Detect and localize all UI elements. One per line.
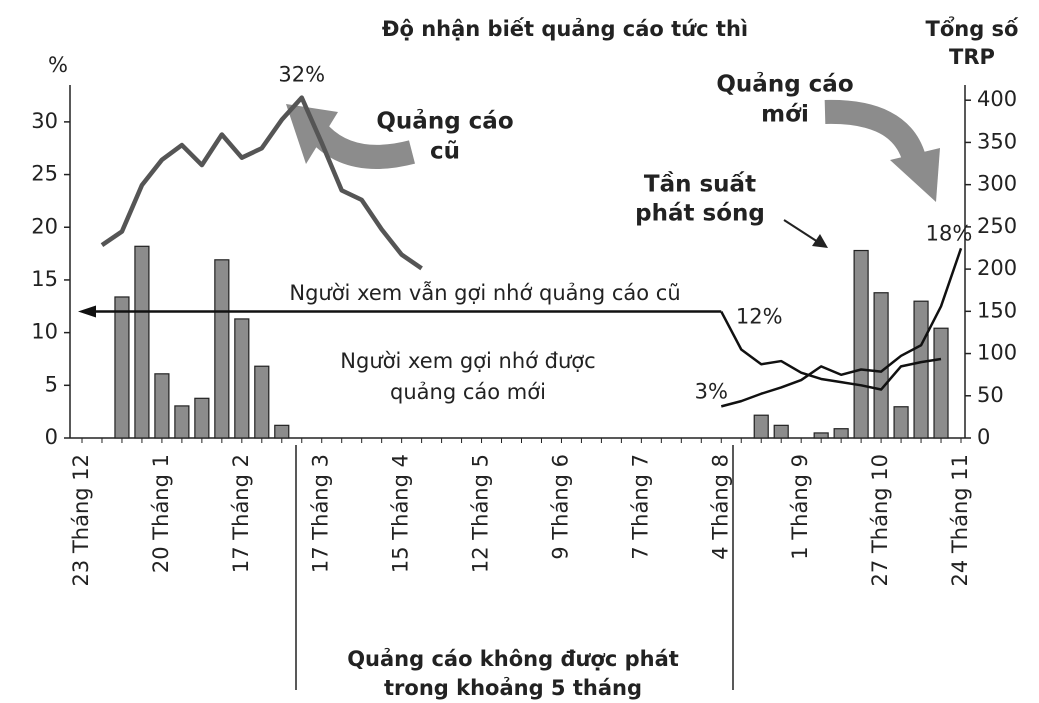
y-tick-label: 5 <box>45 372 58 396</box>
y2-tick-label: 300 <box>977 172 1017 196</box>
bar <box>913 300 929 439</box>
arrow-head <box>286 104 338 164</box>
bar <box>813 432 829 439</box>
curved-arrow <box>309 123 415 169</box>
bar <box>194 397 210 439</box>
x-tick-label: 17 Tháng 3 <box>309 454 333 573</box>
y-axis-label: % <box>48 53 68 77</box>
annotation: Quảng cáo không được phát <box>347 647 679 671</box>
level-arrow-head <box>78 305 96 318</box>
y-tick-label: 10 <box>31 320 58 344</box>
bar <box>154 373 170 439</box>
y-tick-label: 20 <box>31 214 58 238</box>
bar <box>833 428 849 439</box>
annotation: cũ <box>430 139 460 165</box>
data-label: 3% <box>695 379 728 403</box>
x-tick-label: 23 Tháng 12 <box>69 454 93 586</box>
curved-arrow <box>824 99 926 163</box>
bar <box>853 249 869 439</box>
series-label: Người xem gợi nhớ được <box>340 349 595 373</box>
y2-tick-label: 150 <box>977 298 1017 322</box>
bar <box>933 327 949 439</box>
data-label: 18% <box>926 221 973 245</box>
y-tick-label: 15 <box>31 267 58 291</box>
y2-tick-label: 100 <box>977 341 1017 365</box>
y2-tick-label: 200 <box>977 256 1017 280</box>
bar <box>174 405 190 439</box>
series-label: quảng cáo mới <box>390 380 546 404</box>
y-tick-label: 0 <box>45 425 58 449</box>
x-tick-label: 4 Tháng 8 <box>708 454 732 560</box>
x-tick-label: 12 Tháng 5 <box>469 454 493 573</box>
series-label: Người xem vẫn gợi nhớ quảng cáo cũ <box>289 280 680 305</box>
x-tick-label: 17 Tháng 2 <box>229 454 253 573</box>
x-tick-label: 24 Tháng 11 <box>948 454 972 586</box>
x-tick-label: 27 Tháng 10 <box>868 454 892 586</box>
annotation: mới <box>761 102 809 128</box>
series-label: phát sóng <box>635 201 765 227</box>
bar <box>114 296 130 439</box>
annotation: Quảng cáo <box>376 109 513 135</box>
y2-tick-label: 50 <box>977 383 1004 407</box>
x-tick-label: 1 Tháng 9 <box>788 454 812 560</box>
x-tick-label: 9 Tháng 6 <box>548 454 572 560</box>
annotation: Quảng cáo <box>716 72 853 98</box>
pointer-head <box>812 234 828 248</box>
y2-tick-label: 350 <box>977 129 1017 153</box>
data-label: 32% <box>278 63 325 87</box>
x-tick-label: 20 Tháng 1 <box>149 454 173 573</box>
bar <box>254 365 270 439</box>
data-label: 12% <box>736 305 783 329</box>
y2-axis-label: Tổng số <box>926 16 1020 41</box>
bar <box>873 292 889 439</box>
bar <box>234 318 250 439</box>
y-tick-label: 30 <box>31 109 58 133</box>
y2-tick-label: 400 <box>977 87 1017 111</box>
y-tick-label: 25 <box>31 162 58 186</box>
y2-axis-label: TRP <box>949 45 995 69</box>
line <box>720 310 942 391</box>
bar <box>274 424 290 439</box>
pointer <box>783 219 819 243</box>
x-tick-label: 7 Tháng 7 <box>628 454 652 560</box>
arrow-head <box>890 148 940 202</box>
line <box>100 95 423 271</box>
y2-tick-label: 0 <box>977 425 990 449</box>
chart-title: Độ nhận biết quảng cáo tức thì <box>382 17 748 41</box>
annotation: trong khoảng 5 tháng <box>384 676 642 700</box>
line <box>720 247 963 408</box>
bar <box>773 424 789 439</box>
bar <box>214 259 230 439</box>
series-label: Tần suất <box>644 171 756 198</box>
y2-tick-label: 250 <box>977 214 1017 238</box>
x-tick-label: 15 Tháng 4 <box>389 454 413 573</box>
bar <box>134 245 150 439</box>
bar <box>753 414 769 439</box>
bar <box>893 406 909 439</box>
